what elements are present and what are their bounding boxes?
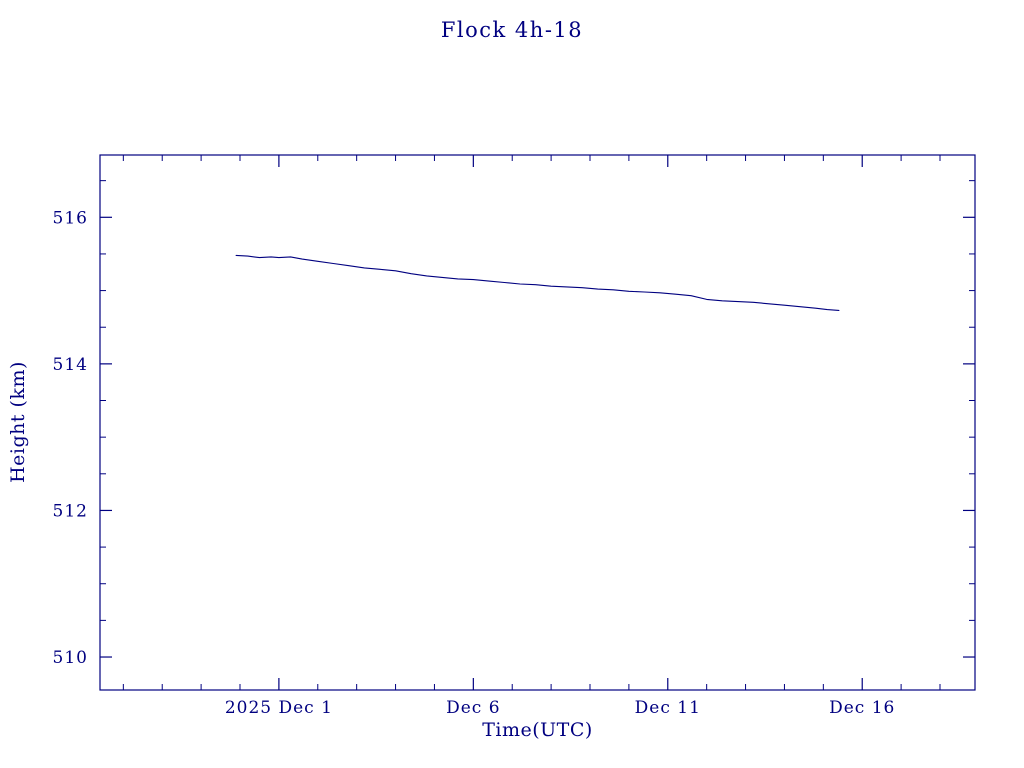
- data-line: [235, 254, 840, 311]
- x-tick-label: Dec 16: [829, 698, 895, 718]
- y-tick-label: 510: [53, 648, 88, 668]
- y-tick-label: 514: [53, 355, 88, 375]
- y-tick-label: 516: [53, 208, 88, 228]
- x-tick-label: Dec 11: [635, 698, 701, 718]
- x-axis-label: Time(UTC): [482, 719, 593, 741]
- chart-title: Flock 4h-18: [440, 18, 584, 42]
- y-tick-label: 512: [53, 501, 88, 521]
- axis-frame: [99, 154, 976, 691]
- x-tick-label: Dec 6: [446, 698, 500, 718]
- x-tick-label: 2025 Dec 1: [225, 698, 333, 718]
- y-axis-label: Height (km): [7, 361, 29, 483]
